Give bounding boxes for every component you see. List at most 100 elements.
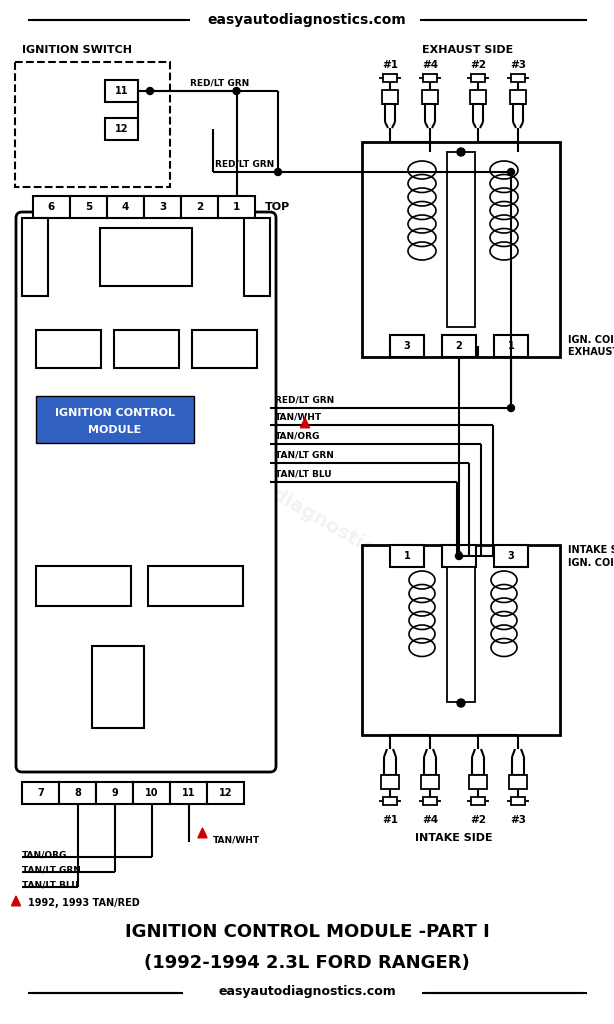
Text: easyautodiagnostics.com: easyautodiagnostics.com	[182, 434, 432, 590]
Text: MODULE: MODULE	[88, 425, 142, 435]
Bar	[423, 74, 437, 82]
Bar	[96, 782, 133, 804]
Bar	[70, 196, 107, 218]
Text: 10: 10	[145, 788, 158, 798]
Bar	[421, 775, 439, 790]
Text: IGN. COIL: IGN. COIL	[568, 558, 614, 568]
Circle shape	[147, 87, 154, 94]
Polygon shape	[300, 418, 309, 428]
Text: RED/LT GRN: RED/LT GRN	[216, 160, 274, 169]
FancyBboxPatch shape	[16, 212, 276, 772]
Bar	[107, 196, 144, 218]
Text: TAN/WHT: TAN/WHT	[275, 413, 322, 422]
Text: #2: #2	[470, 60, 486, 70]
Text: 6: 6	[48, 202, 55, 212]
Bar	[383, 797, 397, 805]
Text: 2: 2	[456, 551, 462, 561]
Bar	[494, 335, 528, 357]
Text: 7: 7	[37, 788, 44, 798]
Text: TAN/ORG: TAN/ORG	[22, 851, 68, 859]
Bar	[105, 80, 138, 102]
Bar	[511, 797, 525, 805]
Text: 12: 12	[115, 124, 128, 134]
Circle shape	[233, 87, 240, 94]
Bar	[36, 396, 194, 443]
Text: TOP: TOP	[265, 202, 290, 212]
Text: #4: #4	[422, 815, 438, 825]
Bar	[244, 218, 270, 296]
Text: easyautodiagnostics.com: easyautodiagnostics.com	[218, 985, 396, 998]
Text: 1: 1	[508, 341, 515, 351]
Text: (1992-1994 2.3L FORD RANGER): (1992-1994 2.3L FORD RANGER)	[144, 954, 470, 972]
Bar	[114, 330, 179, 368]
Text: 1: 1	[233, 202, 240, 212]
Text: 5: 5	[85, 202, 92, 212]
Text: INTAKE SIDE: INTAKE SIDE	[568, 545, 614, 555]
Bar	[59, 782, 96, 804]
Text: TAN/WHT: TAN/WHT	[212, 836, 260, 845]
Polygon shape	[198, 828, 207, 838]
Text: RED/LT GRN: RED/LT GRN	[190, 79, 250, 87]
Bar	[471, 797, 485, 805]
Bar	[192, 330, 257, 368]
Bar	[381, 775, 399, 790]
Bar	[218, 196, 255, 218]
Bar	[181, 196, 218, 218]
Bar	[422, 90, 438, 104]
Bar	[33, 196, 70, 218]
Text: TAN/LT BLU: TAN/LT BLU	[275, 469, 332, 478]
Text: easyautodiagnostics.com: easyautodiagnostics.com	[208, 13, 406, 27]
Text: 9: 9	[111, 788, 118, 798]
Bar	[22, 218, 48, 296]
Text: EXHAUST SIDE: EXHAUST SIDE	[568, 347, 614, 357]
Circle shape	[457, 148, 465, 156]
Bar	[469, 775, 487, 790]
Text: 3: 3	[508, 551, 515, 561]
Text: TAN/LT GRN: TAN/LT GRN	[22, 865, 81, 874]
Text: IGNITION SWITCH: IGNITION SWITCH	[22, 45, 132, 55]
Text: #1: #1	[382, 60, 398, 70]
Bar	[510, 90, 526, 104]
Text: 3: 3	[159, 202, 166, 212]
Bar	[133, 782, 170, 804]
Circle shape	[274, 169, 281, 175]
Text: TAN/LT GRN: TAN/LT GRN	[275, 451, 334, 460]
Text: IGN. COIL: IGN. COIL	[568, 335, 614, 345]
Text: 4: 4	[122, 202, 129, 212]
Text: 1: 1	[403, 551, 410, 561]
Bar	[22, 782, 59, 804]
Bar	[390, 335, 424, 357]
Text: 12: 12	[219, 788, 232, 798]
Text: #1: #1	[382, 815, 398, 825]
Text: #3: #3	[510, 815, 526, 825]
Text: TAN/ORG: TAN/ORG	[275, 431, 321, 440]
Text: RED/LT GRN: RED/LT GRN	[275, 395, 334, 404]
Bar	[442, 545, 476, 567]
Bar	[494, 545, 528, 567]
Text: INTAKE SIDE: INTAKE SIDE	[415, 833, 493, 843]
Text: 3: 3	[403, 341, 410, 351]
Bar	[390, 545, 424, 567]
Bar	[92, 646, 144, 728]
Bar	[447, 152, 475, 327]
Text: #3: #3	[510, 60, 526, 70]
Polygon shape	[12, 896, 20, 906]
Text: #4: #4	[422, 60, 438, 70]
Text: 2: 2	[196, 202, 203, 212]
Bar	[383, 74, 397, 82]
Text: 11: 11	[115, 86, 128, 96]
Text: 8: 8	[74, 788, 81, 798]
Bar	[144, 196, 181, 218]
Bar	[423, 797, 437, 805]
Bar	[105, 118, 138, 140]
Circle shape	[457, 699, 465, 707]
Bar	[100, 228, 192, 286]
Text: EXHAUST SIDE: EXHAUST SIDE	[422, 45, 514, 55]
Text: 2: 2	[456, 341, 462, 351]
Bar	[442, 335, 476, 357]
Bar	[470, 90, 486, 104]
Bar	[36, 566, 131, 606]
Bar	[447, 567, 475, 702]
Bar	[15, 62, 170, 187]
Bar	[362, 142, 560, 357]
